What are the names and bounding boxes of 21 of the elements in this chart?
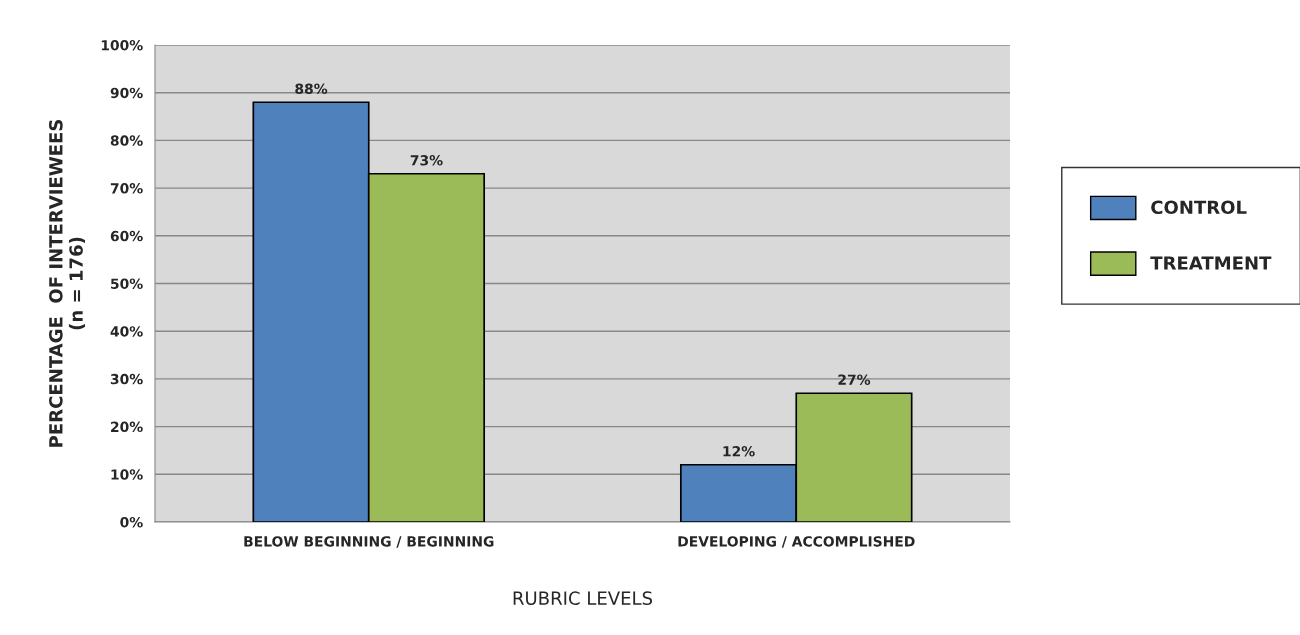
y-tick-label: 80% [110, 135, 143, 146]
y-axis-title: PERCENTAGE OF INTERVIEWEES (n = 176) [49, 119, 86, 447]
y-tick-label: 10% [111, 469, 143, 480]
y-tick-label: 60% [110, 230, 143, 242]
y-tick-label: 0% [120, 516, 143, 528]
x-tick-label: DEVELOPING / ACCOMPLISHED [678, 536, 915, 548]
data-label: 12% [723, 446, 755, 457]
x-tick-label: BELOW BEGINNING / BEGINNING [244, 536, 494, 548]
y-tick-label: 90% [110, 87, 143, 99]
data-label: 73% [410, 155, 443, 166]
y-tick-label: 20% [111, 421, 143, 433]
data-label: 88% [295, 83, 328, 94]
data-label: 27% [838, 374, 871, 385]
y-tick-label: 70% [110, 183, 143, 194]
y-tick-label: 100% [101, 39, 143, 51]
x-axis-title: RUBRIC LEVELS [513, 591, 653, 605]
y-tick-label: 40% [110, 326, 143, 337]
y-tick-label: 30% [110, 373, 143, 385]
legend-label: CONTROL [1151, 200, 1247, 215]
legend-label: TREATMENT [1150, 256, 1272, 270]
y-tick-label: 50% [111, 278, 143, 289]
